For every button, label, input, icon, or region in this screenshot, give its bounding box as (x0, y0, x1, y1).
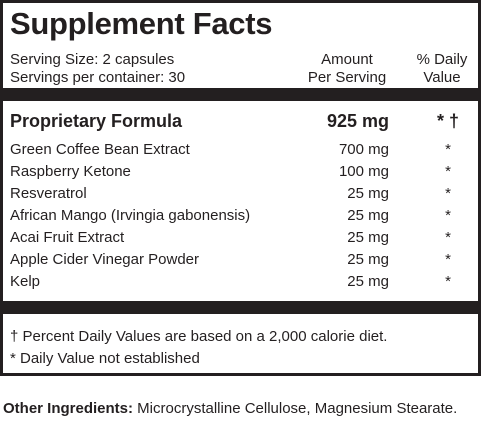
row-daily-value: * (445, 163, 451, 180)
bottom-divider-bar (3, 301, 478, 314)
row-amount: 25 mg (347, 251, 389, 268)
row-daily-value: * (445, 207, 451, 224)
row-amount: 25 mg (347, 185, 389, 202)
row-daily-value: * (445, 229, 451, 246)
amount-header: Amount Per Serving (299, 51, 395, 87)
row-daily-value: * (445, 273, 451, 290)
other-ingredients-text: Microcrystalline Cellulose, Magnesium St… (133, 400, 458, 417)
ingredient-row: African Mango (Irvingia gabonensis) 25 m… (10, 207, 472, 229)
row-name: Green Coffee Bean Extract (10, 141, 190, 158)
amount-header-line2: Per Serving (307, 69, 387, 86)
row-name: African Mango (Irvingia gabonensis) (10, 207, 251, 224)
ingredient-row: Acai Fruit Extract 25 mg * (10, 229, 472, 251)
ingredient-row: Resveratrol 25 mg * (10, 185, 472, 207)
row-amount: 925 mg (326, 111, 389, 131)
row-amount: 25 mg (347, 273, 389, 290)
supplement-facts-panel: Supplement Facts Serving Size: 2 capsule… (0, 0, 481, 376)
row-daily-value: * (445, 185, 451, 202)
row-amount: 700 mg (338, 141, 389, 158)
panel-title: Supplement Facts (10, 6, 273, 41)
row-daily-value: * (445, 251, 451, 268)
footnote-percent-dv: † Percent Daily Values are based on a 2,… (10, 328, 388, 345)
row-name: Kelp (10, 273, 41, 290)
amount-header-line1: Amount (321, 51, 373, 68)
proprietary-formula-row: Proprietary Formula 925 mg * † (10, 111, 472, 133)
row-amount: 100 mg (338, 163, 389, 180)
other-ingredients-label: Other Ingredients: (3, 400, 134, 417)
row-name: Resveratrol (10, 185, 87, 202)
row-name: Acai Fruit Extract (10, 229, 125, 246)
dv-header-line2: Value (423, 69, 461, 86)
row-name: Apple Cider Vinegar Powder (10, 251, 200, 268)
row-name: Raspberry Ketone (10, 163, 131, 180)
daily-value-header: % Daily Value (403, 51, 481, 87)
other-ingredients: Other Ingredients: Microcrystalline Cell… (3, 398, 473, 420)
footnote-dv-not-established: * Daily Value not established (10, 350, 200, 367)
row-amount: 25 mg (347, 229, 389, 246)
row-amount: 25 mg (347, 207, 389, 224)
row-name: Proprietary Formula (10, 111, 183, 131)
ingredient-row: Green Coffee Bean Extract 700 mg * (10, 141, 472, 163)
row-daily-value: * (445, 141, 451, 158)
ingredient-row: Raspberry Ketone 100 mg * (10, 163, 472, 185)
ingredient-row: Apple Cider Vinegar Powder 25 mg * (10, 251, 472, 273)
servings-per-container: Servings per container: 30 (10, 69, 186, 86)
top-divider-bar (3, 88, 478, 101)
row-daily-value: * † (436, 111, 460, 131)
dv-header-line1: % Daily (416, 51, 468, 68)
ingredient-row: Kelp 25 mg * (10, 273, 472, 295)
serving-size: Serving Size: 2 capsules (10, 51, 175, 68)
serving-info: Serving Size: 2 capsules Servings per co… (10, 51, 185, 87)
